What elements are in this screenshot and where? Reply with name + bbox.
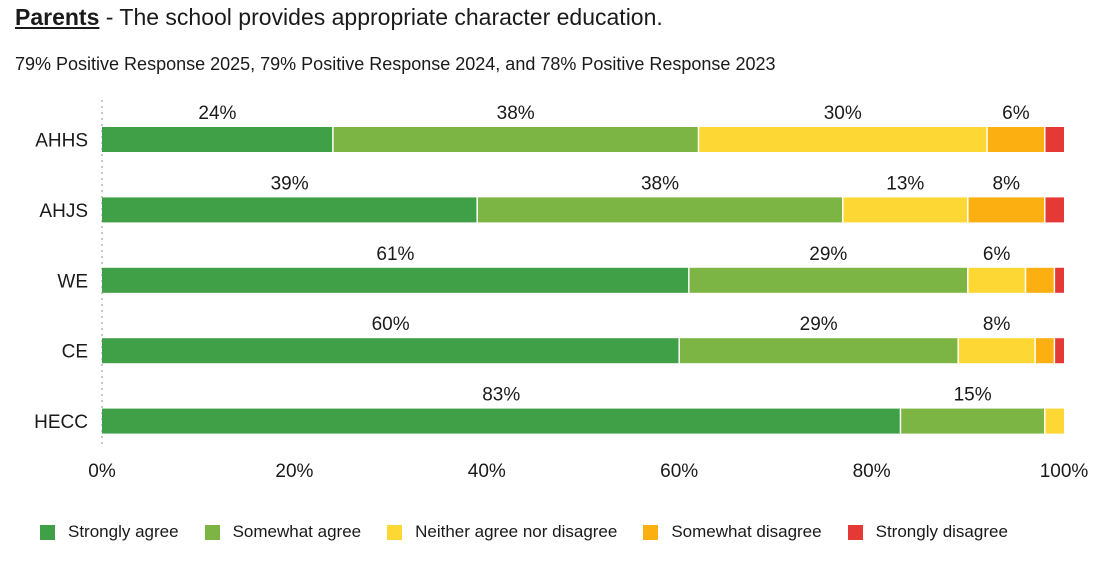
bar-we-strongly-disagree	[1054, 267, 1064, 293]
bar-we-somewhat-disagree	[1025, 267, 1055, 293]
data-label-we-neither-agree-nor-disagree: 6%	[983, 244, 1011, 265]
data-label-ahjs-somewhat-agree: 38%	[641, 173, 679, 194]
bar-ce-somewhat-disagree	[1035, 338, 1055, 364]
bar-hecc-strongly-agree	[102, 408, 901, 434]
legend-label: Somewhat disagree	[671, 522, 822, 541]
bar-ahhs-strongly-disagree	[1044, 127, 1064, 152]
data-label-we-strongly-agree: 61%	[376, 244, 414, 265]
legend-item-neither-agree-nor-disagree: Neither agree nor disagree	[387, 522, 617, 542]
x-tick-label: 60%	[660, 461, 698, 482]
bar-ahhs-neither-agree-nor-disagree	[698, 127, 988, 152]
legend-swatch	[643, 524, 659, 540]
bar-we-neither-agree-nor-disagree	[967, 267, 1026, 293]
bar-we-somewhat-agree	[688, 267, 968, 293]
legend-item-strongly-disagree: Strongly disagree	[847, 522, 1008, 542]
x-tick-label: 80%	[853, 461, 891, 482]
data-label-hecc-strongly-agree: 83%	[482, 385, 520, 406]
legend-item-somewhat-disagree: Somewhat disagree	[643, 522, 822, 542]
category-label-hecc: HECC	[34, 412, 88, 433]
legend-swatch	[40, 524, 55, 540]
bar-ce-neither-agree-nor-disagree	[958, 338, 1036, 364]
title-question: - The school provides appropriate charac…	[99, 4, 663, 30]
data-label-ahhs-somewhat-agree: 38%	[497, 103, 535, 124]
legend-swatch	[387, 524, 403, 540]
bar-hecc-neither-agree-nor-disagree	[1044, 408, 1064, 434]
bar-ahhs-strongly-agree	[102, 127, 333, 152]
legend-label: Somewhat agree	[232, 522, 362, 541]
bar-ce-strongly-disagree	[1054, 338, 1064, 364]
chart-title: Parents - The school provides appropriat…	[15, 4, 663, 31]
legend-label: Strongly disagree	[875, 522, 1008, 541]
category-label-ce: CE	[62, 342, 88, 363]
category-label-ahjs: AHJS	[39, 201, 88, 222]
bar-ahjs-neither-agree-nor-disagree	[842, 197, 968, 223]
title-respondent-group: Parents	[15, 4, 100, 30]
data-label-hecc-somewhat-agree: 15%	[954, 385, 992, 406]
bar-ahjs-somewhat-disagree	[967, 197, 1045, 223]
data-label-ce-neither-agree-nor-disagree: 8%	[983, 314, 1011, 335]
data-label-ahhs-strongly-agree: 24%	[198, 103, 236, 124]
bar-we-strongly-agree	[102, 267, 689, 293]
x-tick-label: 20%	[275, 461, 313, 482]
bar-ahjs-somewhat-agree	[477, 197, 843, 223]
x-tick-label: 100%	[1040, 461, 1089, 482]
category-label-we: WE	[57, 271, 88, 292]
data-label-ahjs-somewhat-disagree: 8%	[993, 173, 1021, 194]
chart-legend: Strongly agree Somewhat agree Neither agre…	[40, 522, 1008, 542]
bar-ce-strongly-agree	[102, 338, 680, 364]
data-label-ahhs-somewhat-disagree: 6%	[1002, 103, 1030, 124]
data-label-ahhs-neither-agree-nor-disagree: 30%	[824, 103, 862, 124]
data-label-we-somewhat-agree: 29%	[809, 244, 847, 265]
bar-ahjs-strongly-agree	[102, 197, 478, 223]
data-label-ce-strongly-agree: 60%	[372, 314, 410, 335]
legend-label: Strongly agree	[68, 522, 179, 541]
x-tick-label: 40%	[468, 461, 506, 482]
legend-swatch	[204, 524, 220, 540]
category-label-ahhs: AHHS	[35, 131, 88, 152]
legend-item-somewhat-agree: Somewhat agree	[204, 522, 362, 542]
legend-item-strongly-agree: Strongly agree	[40, 522, 179, 542]
bar-ce-somewhat-agree	[679, 338, 959, 364]
bar-ahjs-strongly-disagree	[1044, 197, 1064, 223]
data-label-ce-somewhat-agree: 29%	[800, 314, 838, 335]
legend-label: Neither agree nor disagree	[415, 522, 618, 541]
legend-swatch	[847, 524, 863, 540]
bar-ahhs-somewhat-agree	[332, 127, 699, 152]
stacked-bar-chart: AHHS 24% 38% 30% 6% AHJS 39% 38% 13% 8% WE 61% 29% 6%…	[34, 100, 1089, 482]
bar-ahhs-somewhat-disagree	[987, 127, 1045, 152]
data-label-ahjs-neither-agree-nor-disagree: 13%	[886, 173, 924, 194]
bar-hecc-somewhat-agree	[900, 408, 1045, 434]
data-label-ahjs-strongly-agree: 39%	[271, 173, 309, 194]
chart-subtitle: 79% Positive Response 2025, 79% Positive…	[15, 54, 776, 74]
x-tick-label: 0%	[88, 461, 116, 482]
